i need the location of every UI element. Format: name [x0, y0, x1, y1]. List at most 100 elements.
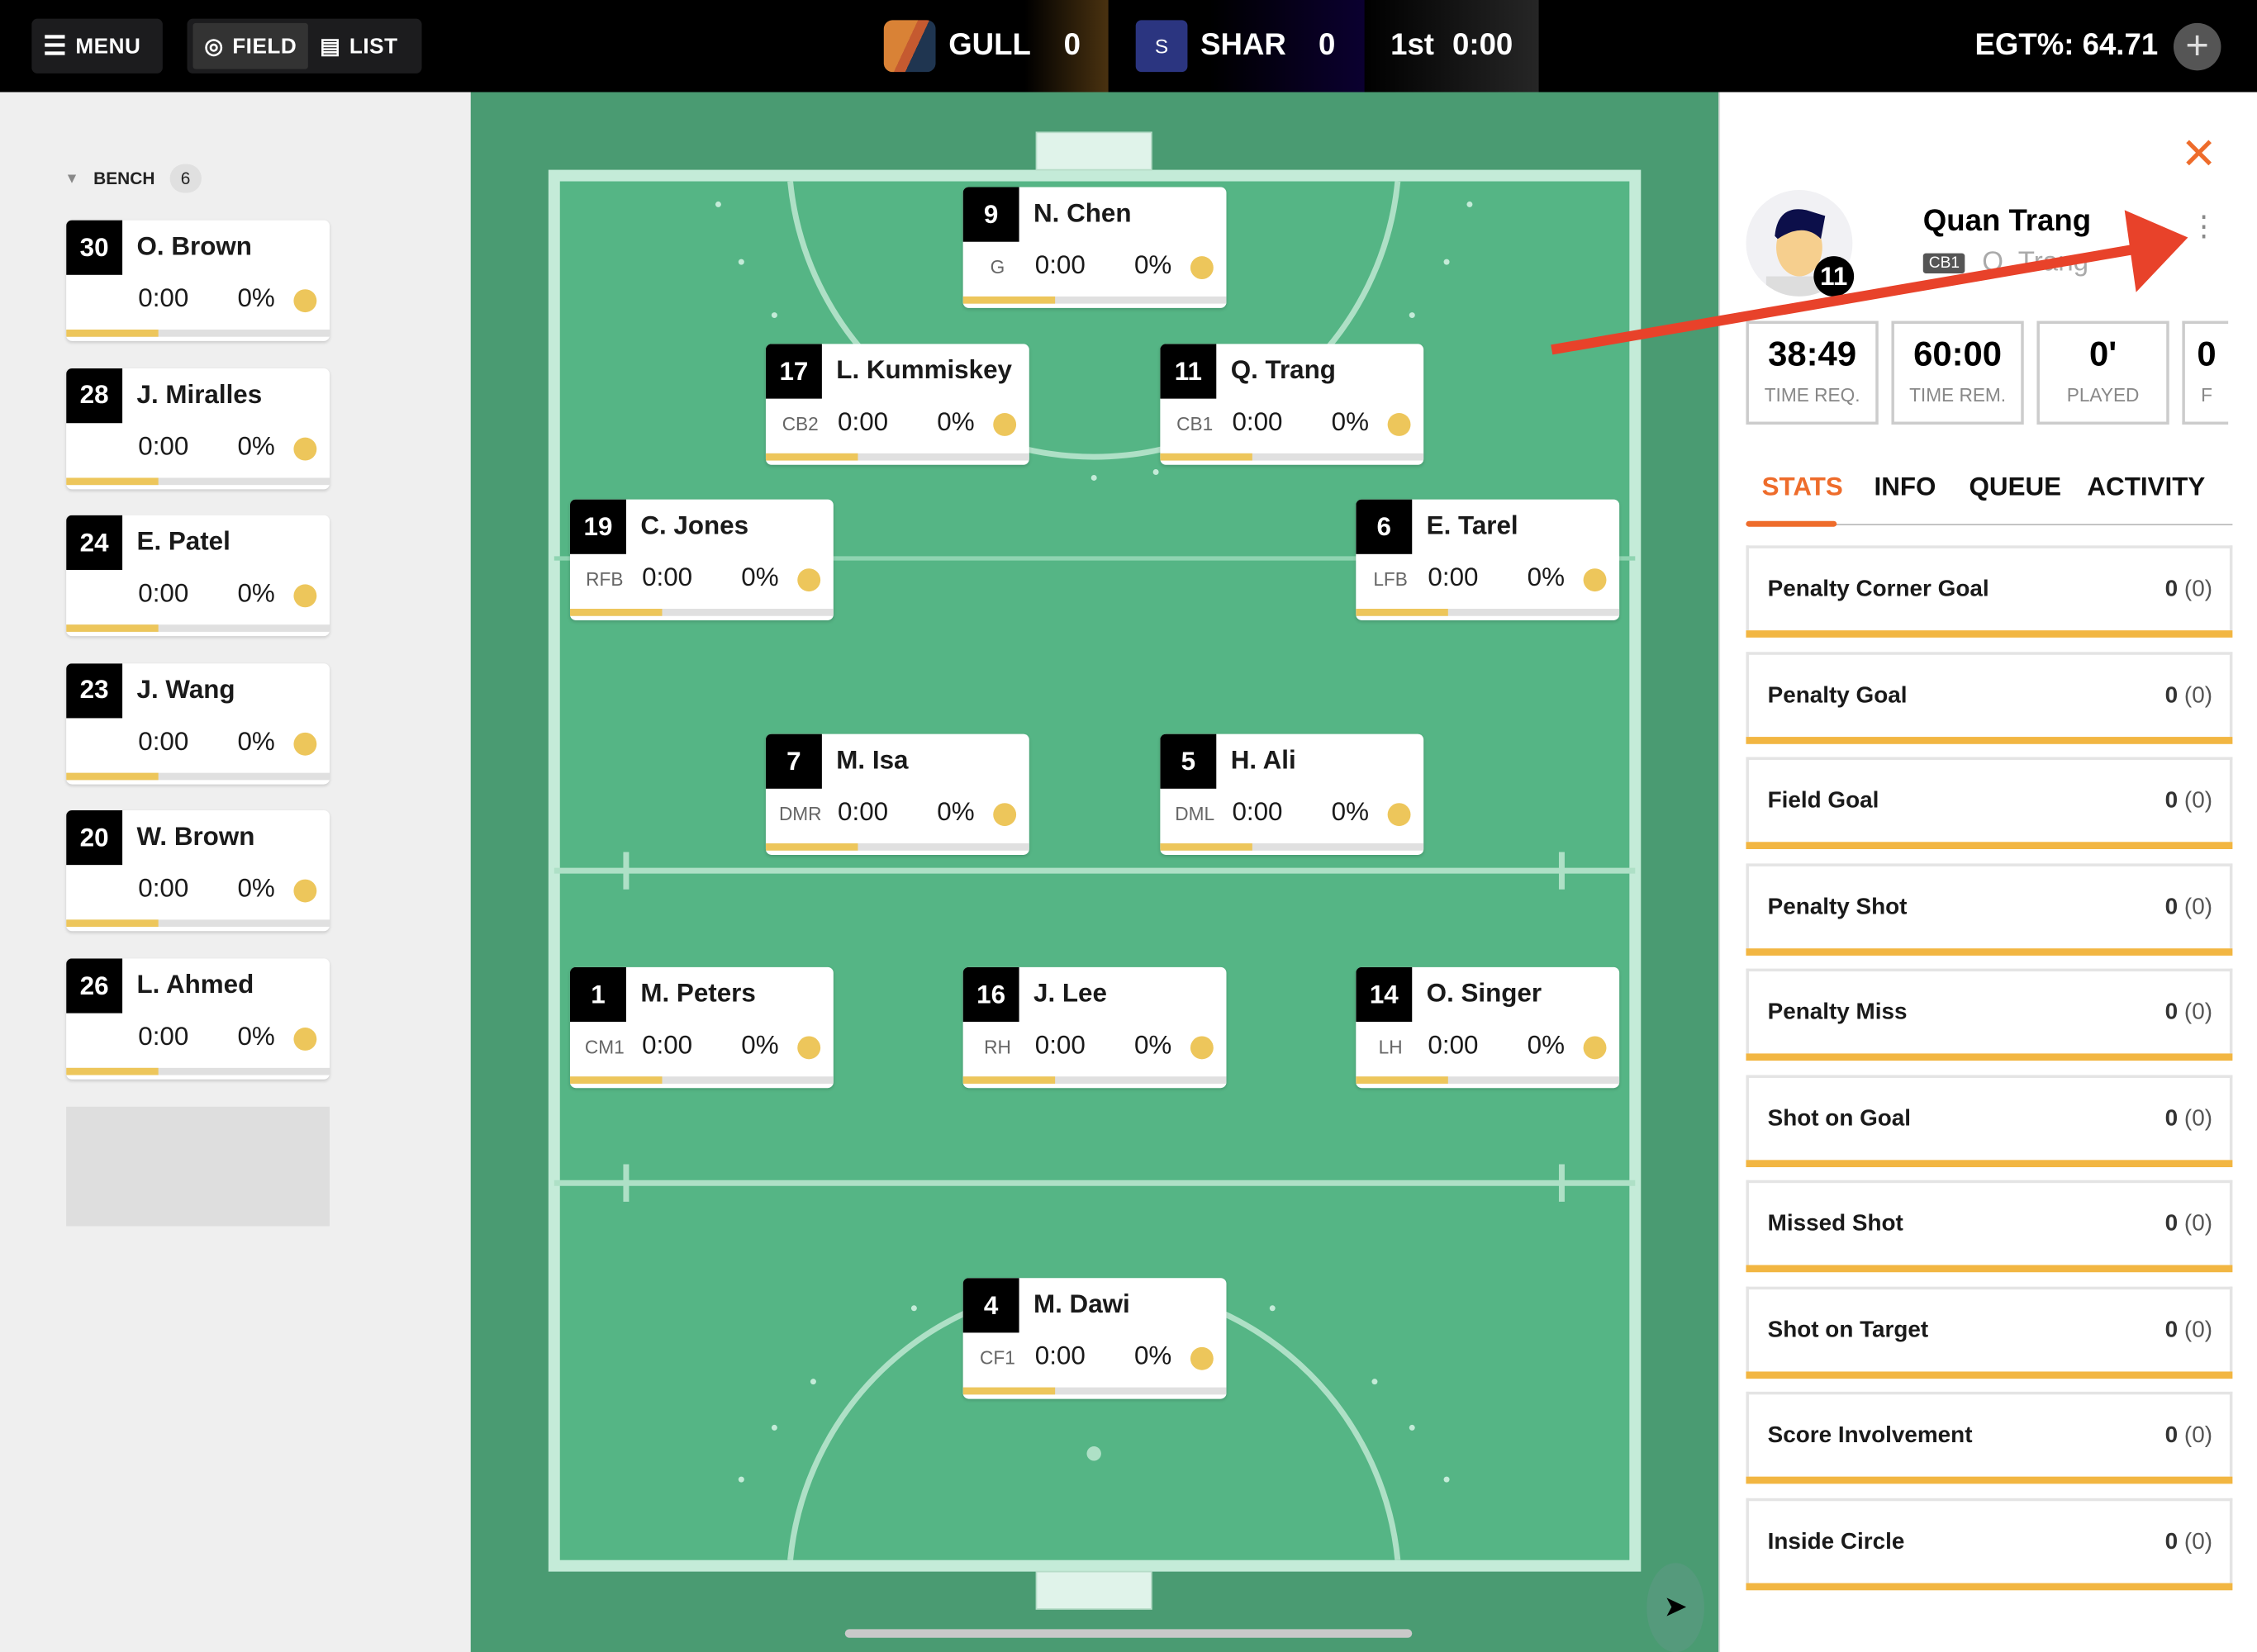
status-dot: [1190, 1036, 1214, 1060]
progress-bar: [66, 920, 330, 928]
empty-bench-slot[interactable]: [66, 1106, 330, 1227]
stat-row[interactable]: Penalty Goal 0 (0): [1746, 651, 2233, 743]
stat-total: (0): [2183, 1529, 2212, 1554]
player-card[interactable]: 20 W. Brown 0:00 0%: [66, 810, 330, 932]
stat-row[interactable]: Penalty Shot 0 (0): [1746, 862, 2233, 956]
bench-toggle[interactable]: ▼ BENCH 6: [64, 164, 202, 193]
stat-row[interactable]: Inside Circle 0 (0): [1746, 1497, 2233, 1590]
tab-stats[interactable]: STATS: [1761, 472, 1843, 501]
status-dot: [797, 568, 821, 592]
player-card[interactable]: 14 O. Singer LH 0:00 0%: [1356, 966, 1620, 1089]
horizontal-scrollbar[interactable]: [844, 1629, 1413, 1638]
stat-count: 0: [2164, 1529, 2179, 1554]
stat-count: 0: [2164, 577, 2179, 602]
stat-label: Score Involvement: [1767, 1423, 1973, 1448]
away-team-logo: S: [1135, 20, 1188, 73]
progress-bar: [765, 453, 1029, 461]
field-view-button[interactable]: ◎ FIELD: [192, 22, 309, 69]
period: 1st: [1390, 28, 1435, 62]
player-card[interactable]: 30 O. Brown 0:00 0%: [66, 220, 330, 341]
player-name: M. Peters: [640, 978, 756, 1008]
player-name: N. Chen: [1033, 198, 1132, 228]
play-percent: 0%: [237, 726, 275, 756]
menu-button[interactable]: ☰ MENU: [31, 18, 163, 74]
player-card[interactable]: 1 M. Peters CM1 0:00 0%: [569, 966, 834, 1089]
player-card[interactable]: 9 N. Chen G 0:00 0%: [962, 187, 1227, 308]
player-card[interactable]: 7 M. Isa DMR 0:00 0%: [765, 733, 1029, 855]
summary-value: 0: [2197, 335, 2217, 375]
field-icon: ◎: [204, 34, 224, 59]
player-card[interactable]: 6 E. Tarel LFB 0:00 0%: [1356, 499, 1620, 620]
more-options-icon[interactable]: ⋮: [2189, 211, 2218, 244]
player-name: E. Patel: [136, 527, 230, 556]
progress-bar: [1356, 609, 1620, 616]
jersey-number: 4: [962, 1278, 1019, 1333]
stat-bar: [1746, 630, 2233, 638]
stat-row[interactable]: Penalty Miss 0 (0): [1746, 968, 2233, 1061]
summary-label: F: [2201, 384, 2212, 406]
progress-bar: [962, 296, 1227, 304]
position-badge: CB1: [1922, 253, 1966, 274]
add-button[interactable]: +: [2173, 22, 2221, 71]
stat-value: 0 (0): [2165, 1529, 2212, 1555]
stat-row[interactable]: Missed Shot 0 (0): [1746, 1180, 2233, 1273]
player-card[interactable]: 5 H. Ali DML 0:00 0%: [1160, 733, 1424, 855]
progress-bar: [66, 1067, 330, 1075]
list-view-button[interactable]: ▤ LIST: [308, 23, 409, 69]
position-label: CF1: [980, 1346, 1015, 1369]
summary-value: 60:00: [1913, 335, 2003, 375]
tab-queue[interactable]: QUEUE: [1969, 472, 2062, 501]
player-card[interactable]: 28 J. Miralles 0:00 0%: [66, 368, 330, 489]
top-shooting-circle: [787, 181, 1401, 460]
close-icon[interactable]: ✕: [2180, 131, 2217, 179]
play-time: 0:00: [838, 407, 889, 436]
scroll-down-button[interactable]: ➤: [1646, 1563, 1704, 1652]
jersey-number: 11: [1160, 344, 1217, 399]
play-percent: 0%: [237, 578, 275, 608]
tab-activity[interactable]: ACTIVITY: [2087, 472, 2206, 501]
player-card[interactable]: 16 J. Lee RH 0:00 0%: [962, 966, 1227, 1089]
play-percent: 0%: [237, 283, 275, 313]
play-percent: 0%: [237, 430, 275, 460]
top-goal: [1035, 131, 1152, 171]
stat-bar: [1746, 1159, 2233, 1167]
stat-row[interactable]: Score Involvement 0 (0): [1746, 1391, 2233, 1484]
status-dot: [1190, 256, 1214, 280]
play-percent: 0%: [937, 407, 975, 436]
player-card[interactable]: 24 E. Patel 0:00 0%: [66, 515, 330, 637]
clock-bg: [1364, 0, 1539, 93]
stat-total: (0): [2183, 577, 2212, 602]
player-card[interactable]: 17 L. Kummiskey CB2 0:00 0%: [765, 344, 1029, 465]
stat-count: 0: [2164, 1317, 2179, 1342]
menu-label: MENU: [75, 33, 141, 59]
player-name: W. Brown: [136, 822, 255, 852]
progress-bar: [66, 772, 330, 780]
tab-info[interactable]: INFO: [1874, 472, 1936, 501]
play-time: 0:00: [838, 797, 889, 827]
stat-row[interactable]: Penalty Corner Goal 0 (0): [1746, 545, 2233, 638]
play-percent: 0%: [237, 874, 275, 904]
stat-bar: [1746, 1476, 2233, 1484]
summary-value: 38:49: [1768, 335, 1857, 375]
player-card[interactable]: 26 L. Ahmed 0:00 0%: [66, 958, 330, 1080]
field-label: FIELD: [232, 33, 297, 59]
bottom-goal: [1035, 1570, 1152, 1610]
view-toggle: ◎ FIELD ▤ LIST: [187, 18, 422, 74]
stat-row[interactable]: Shot on Target 0 (0): [1746, 1285, 2233, 1379]
jersey-number: 6: [1356, 499, 1413, 554]
play-percent: 0%: [1331, 797, 1370, 827]
position-label: DMR: [778, 803, 822, 825]
player-name: L. Ahmed: [136, 970, 254, 999]
caret-down-icon: ▼: [64, 170, 79, 187]
stat-row[interactable]: Field Goal 0 (0): [1746, 757, 2233, 849]
player-card[interactable]: 19 C. Jones RFB 0:00 0%: [569, 499, 834, 620]
home-team-name: GULL: [948, 28, 1031, 62]
stat-bar: [1746, 842, 2233, 849]
player-card[interactable]: 11 Q. Trang CB1 0:00 0%: [1160, 344, 1424, 465]
player-card[interactable]: 23 J. Wang 0:00 0%: [66, 662, 330, 785]
stat-row[interactable]: Shot on Goal 0 (0): [1746, 1074, 2233, 1167]
summary-value: 0': [2088, 335, 2117, 375]
player-card[interactable]: 4 M. Dawi CF1 0:00 0%: [962, 1278, 1227, 1399]
stat-total: (0): [2183, 1105, 2212, 1131]
progress-bar: [66, 477, 330, 485]
